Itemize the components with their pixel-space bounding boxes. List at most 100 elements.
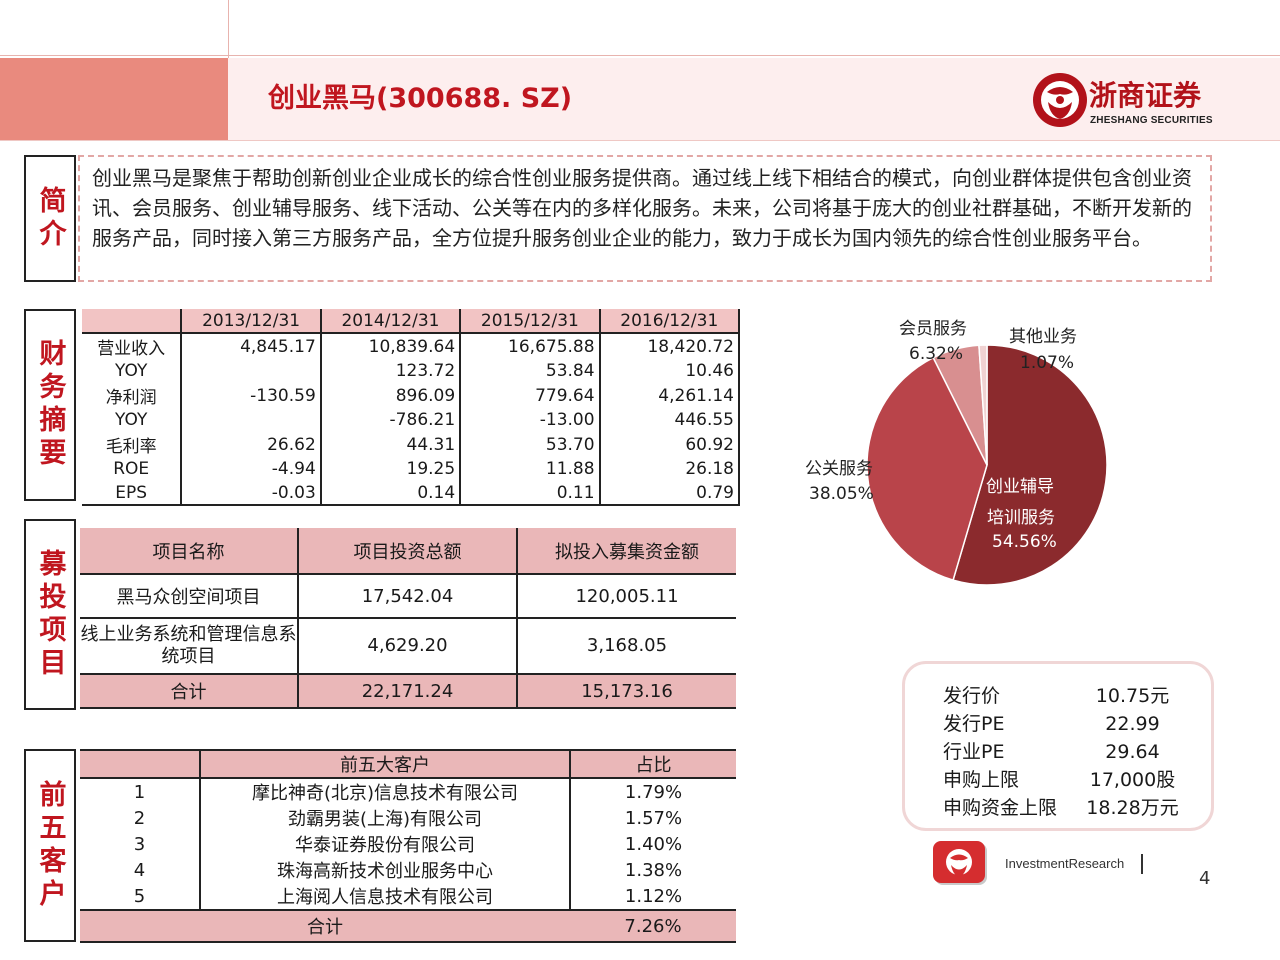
cell: 17,542.04 — [298, 574, 518, 619]
ipo-row: 发行价 10.75元 — [943, 682, 1211, 710]
cell: 11.88 — [460, 457, 601, 481]
cell: 1.79% — [624, 781, 683, 803]
table-header: 项目名称 — [80, 528, 299, 575]
cell: -0.03 — [181, 481, 322, 506]
ipo-key: 申购上限 — [943, 769, 1020, 791]
cell: -130.59 — [181, 383, 322, 408]
pie-label: 创业辅导 — [986, 477, 1054, 497]
section-label-finance: 财务摘要 — [24, 309, 76, 501]
footer-logo-icon — [933, 841, 987, 885]
cell: 1 — [80, 778, 201, 805]
cell: 1.38% — [624, 859, 683, 881]
table-header: 2015/12/31 — [460, 309, 601, 334]
cell: 19.25 — [320, 457, 462, 481]
cell: 珠海高新技术创业服务中心 — [200, 857, 571, 883]
cell: 0.79 — [599, 481, 741, 506]
ipo-info-box: 发行价 10.75元 发行PE 22.99 行业PE 29.64 申购上限 17,000… — [902, 661, 1214, 831]
table-row: 3 华泰证券股份有限公司 1.40% — [80, 831, 736, 857]
footer-brand: InvestmentResearch — [1005, 856, 1125, 871]
table-row: YOY 123.72 53.84 10.46 — [82, 359, 741, 383]
total-row: 合计 22,171.24 15,173.16 — [80, 674, 736, 709]
cell: 26.62 — [181, 432, 322, 457]
cell: 120,005.11 — [517, 574, 736, 619]
ipo-value: 17,000股 — [1089, 769, 1176, 791]
cell: 60.92 — [599, 432, 741, 457]
cell: 5 — [80, 883, 201, 911]
cell: 22,171.24 — [298, 674, 518, 709]
cell: 446.55 — [599, 408, 741, 432]
logo-text: 浙商证券 — [1089, 79, 1202, 112]
pie-value: 38.05% — [809, 484, 874, 504]
cell: 合计 — [80, 910, 570, 943]
cell: 上海阅人信息技术有限公司 — [200, 883, 571, 911]
pie-value: 6.32% — [909, 344, 964, 364]
ipo-row: 申购上限 17,000股 — [943, 766, 1211, 794]
table-header: 前五大客户 — [200, 749, 571, 779]
header-band — [228, 58, 1280, 140]
cell — [181, 408, 322, 432]
table-row: 1 摩比神奇(北京)信息技术有限公司 1.79% — [80, 778, 736, 805]
table-row: ROE -4.94 19.25 11.88 26.18 — [82, 457, 741, 481]
table-row: 4 珠海高新技术创业服务中心 1.38% — [80, 857, 736, 883]
pie-label: 其他业务 — [1009, 327, 1077, 347]
table-row: 毛利率 26.62 44.31 53.70 60.92 — [82, 432, 741, 457]
section-label-projects: 募投项目 — [24, 519, 76, 710]
cell: 4,845.17 — [181, 333, 322, 359]
table-header: 2016/12/31 — [599, 309, 741, 334]
cell: 26.18 — [599, 457, 741, 481]
cell: 4,629.20 — [298, 618, 518, 675]
pie-label: 会员服务 — [899, 319, 967, 339]
pie-slice — [866, 356, 988, 582]
total-row: 合计 7.26% — [80, 910, 736, 943]
page-title: 创业黑马(300688. SZ) — [268, 83, 573, 114]
cell: 摩比神奇(北京)信息技术有限公司 — [200, 778, 571, 805]
page-number: 4 — [1199, 868, 1211, 889]
cell: 线上业务系统和管理信息系统项目 — [80, 618, 299, 675]
table-header: 2013/12/31 — [181, 309, 322, 334]
cell: 896.09 — [320, 383, 462, 408]
row-label: YOY — [82, 359, 183, 383]
revenue-pie-chart: 会员服务 6.32% 其他业务 1.07% 公关服务 38.05% 创业辅导 培… — [780, 300, 1240, 620]
pie-value: 1.07% — [1020, 353, 1075, 373]
row-label: 净利润 — [82, 383, 183, 408]
cell: 2 — [80, 805, 201, 831]
table-header — [82, 309, 183, 334]
cell: 53.84 — [460, 359, 601, 383]
cell: 7.26% — [570, 910, 736, 943]
ipo-row: 行业PE 29.64 — [943, 738, 1211, 766]
cell: 1.57% — [624, 807, 683, 829]
cell: 黑马众创空间项目 — [80, 574, 299, 619]
ipo-row: 申购资金上限 18.28万元 — [943, 794, 1211, 822]
cell: 3,168.05 — [517, 618, 736, 675]
cell: 0.11 — [460, 481, 601, 506]
pie-slice — [952, 344, 1108, 586]
table-row: 2 劲霸男装(上海)有限公司 1.57% — [80, 805, 736, 831]
table-header: 项目投资总额 — [298, 528, 518, 575]
pie-value: 54.56% — [992, 532, 1057, 552]
table-row: 净利润 -130.59 896.09 779.64 4,261.14 — [82, 383, 741, 408]
cell: 15,173.16 — [517, 674, 736, 709]
pie-slice — [978, 344, 988, 466]
cell: 16,675.88 — [460, 333, 601, 359]
table-row: 5 上海阅人信息技术有限公司 1.12% — [80, 883, 736, 911]
cell: 10.46 — [599, 359, 741, 383]
cell: 44.31 — [320, 432, 462, 457]
pie-label: 公关服务 — [805, 459, 873, 479]
cell: 1.40% — [624, 833, 683, 855]
ipo-key: 发行PE — [943, 713, 1005, 735]
pie-svg — [866, 344, 1108, 586]
row-label: YOY — [82, 408, 183, 432]
ipo-key: 发行价 — [943, 685, 1001, 707]
ipo-value: 18.28万元 — [1086, 797, 1179, 819]
cell: -786.21 — [320, 408, 462, 432]
cell: 53.70 — [460, 432, 601, 457]
ipo-key: 申购资金上限 — [943, 797, 1058, 819]
intro-text: 创业黑马是聚焦于帮助创新创业企业成长的综合性创业服务提供商。通过线上线下相结合的… — [78, 155, 1212, 282]
cell: -13.00 — [460, 408, 601, 432]
table-row: 黑马众创空间项目 17,542.04 120,005.11 — [80, 574, 736, 619]
row-label: EPS — [82, 481, 183, 506]
ipo-row: 发行PE 22.99 — [943, 710, 1211, 738]
row-label: 毛利率 — [82, 432, 183, 457]
finance-table: 2013/12/31 2014/12/31 2015/12/31 2016/12… — [82, 309, 741, 506]
logo-subtext: ZHESHANG SECURITIES — [1090, 115, 1213, 126]
